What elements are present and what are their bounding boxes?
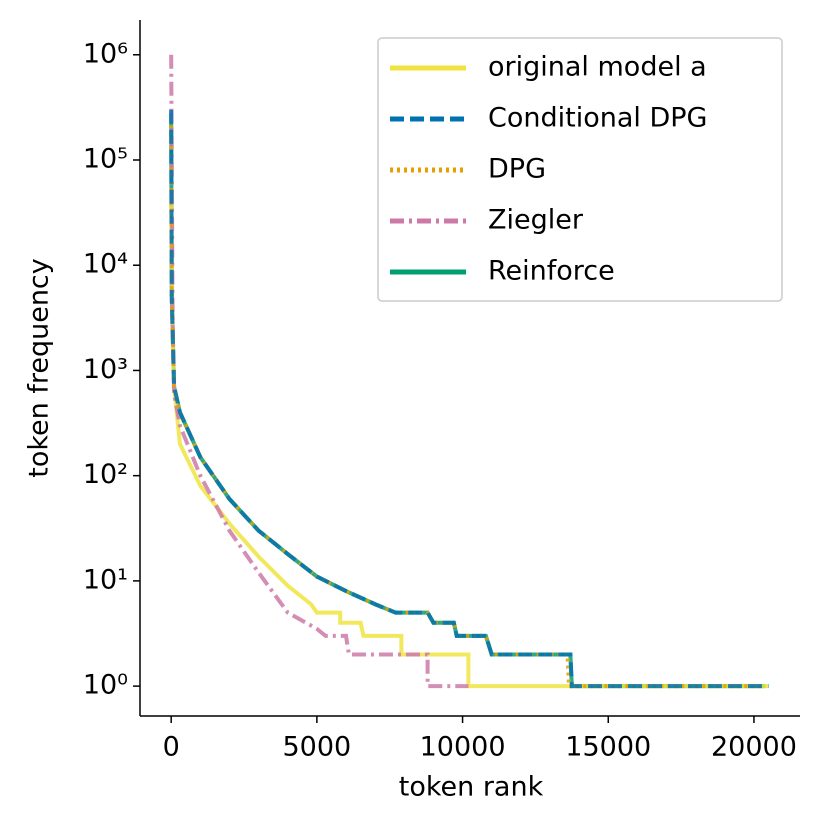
legend-label: original model a	[488, 52, 707, 83]
legend-label: DPG	[488, 154, 546, 185]
y-tick-label: 10⁴	[83, 249, 128, 280]
legend-label: Ziegler	[488, 205, 584, 236]
x-tick-label: 10000	[420, 732, 506, 763]
x-tick-label: 20000	[711, 732, 797, 763]
legend-label: Conditional DPG	[488, 103, 707, 134]
y-tick-label: 10¹	[83, 564, 128, 595]
y-tick-label: 10⁵	[83, 143, 128, 174]
line	[169, 201, 769, 689]
line	[169, 109, 769, 689]
x-tick-label: 15000	[565, 732, 651, 763]
line	[169, 54, 469, 689]
x-axis-label: token rank	[399, 772, 544, 803]
y-tick-label: 10³	[83, 354, 128, 385]
y-axis-label: token frequency	[24, 258, 55, 478]
y-tick-label: 10⁶	[83, 38, 128, 69]
legend-label: Reinforce	[488, 256, 615, 287]
legend-box	[377, 37, 783, 302]
y-tick-label: 10²	[83, 459, 128, 490]
y-tick-label: 10⁰	[83, 670, 128, 701]
x-tick-label: 5000	[283, 732, 352, 763]
x-tick-label: 0	[163, 732, 180, 763]
